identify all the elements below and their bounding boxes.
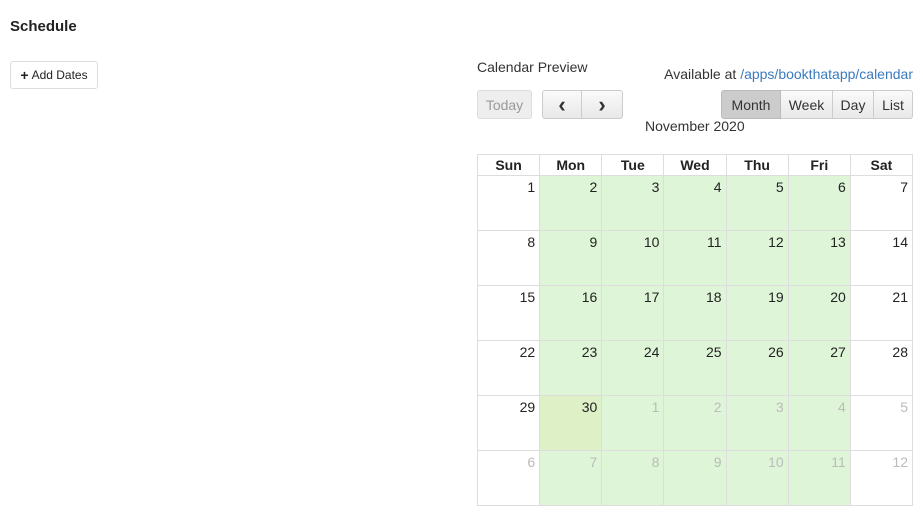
- view-list-button[interactable]: List: [874, 90, 913, 119]
- calendar-day-cell[interactable]: 13: [787, 230, 851, 286]
- calendar-day-cell[interactable]: 4: [787, 395, 851, 451]
- calendar-week-row: 6 7 8 9 10 11 12: [476, 450, 914, 506]
- calendar-day-cell[interactable]: 9: [539, 230, 603, 286]
- calendar-day-cell[interactable]: 18: [663, 285, 727, 341]
- calendar-day-cell[interactable]: 22: [476, 340, 541, 396]
- view-day-button[interactable]: Day: [833, 90, 874, 119]
- view-week-button[interactable]: Week: [781, 90, 833, 119]
- page-title: Schedule: [10, 18, 77, 35]
- calendar-week-row: 8 9 10 11 12 13 14: [476, 230, 914, 286]
- calendar-day-cell[interactable]: 16: [539, 285, 603, 341]
- weekday-header: Sun: [476, 154, 541, 176]
- calendar-day-cell[interactable]: 1: [601, 395, 665, 451]
- calendar-day-cell[interactable]: 7: [849, 175, 914, 231]
- weekday-header: Tue: [601, 154, 665, 176]
- calendar-day-cell[interactable]: 28: [849, 340, 914, 396]
- add-dates-button[interactable]: + Add Dates: [10, 61, 98, 89]
- today-button[interactable]: Today: [477, 90, 532, 119]
- calendar-day-cell[interactable]: 19: [725, 285, 789, 341]
- calendar-day-cell[interactable]: 17: [601, 285, 665, 341]
- calendar-week-row: 29 30 1 2 3 4 5: [476, 395, 914, 451]
- calendar-day-cell[interactable]: 5: [849, 395, 914, 451]
- weekday-header: Fri: [787, 154, 851, 176]
- calendar-day-cell[interactable]: 8: [601, 450, 665, 506]
- calendar-grid: Sun Mon Tue Wed Thu Fri Sat 1 2 3 4 5 6 7 8 9 10 11 12 13 1…: [476, 154, 914, 506]
- calendar-day-cell[interactable]: 12: [725, 230, 789, 286]
- calendar-day-cell[interactable]: 11: [787, 450, 851, 506]
- calendar-day-cell[interactable]: 1: [476, 175, 541, 231]
- calendar-day-cell[interactable]: 8: [476, 230, 541, 286]
- calendar-day-cell[interactable]: 6: [476, 450, 541, 506]
- calendar-day-cell[interactable]: 11: [663, 230, 727, 286]
- calendar-day-cell[interactable]: 10: [601, 230, 665, 286]
- calendar-day-cell[interactable]: 25: [663, 340, 727, 396]
- calendar-day-cell[interactable]: 5: [725, 175, 789, 231]
- weekday-header: Thu: [725, 154, 789, 176]
- calendar-day-cell[interactable]: 3: [725, 395, 789, 451]
- calendar-day-cell[interactable]: 9: [663, 450, 727, 506]
- available-at: Available at /apps/bookthatapp/calendar: [664, 66, 913, 82]
- calendar-day-cell[interactable]: 3: [601, 175, 665, 231]
- calendar-day-cell[interactable]: 12: [849, 450, 914, 506]
- weekday-header: Wed: [663, 154, 727, 176]
- chevron-right-icon: ›: [598, 91, 606, 117]
- calendar-preview-label: Calendar Preview: [477, 59, 588, 75]
- calendar-day-cell[interactable]: 27: [787, 340, 851, 396]
- calendar-link[interactable]: /apps/bookthatapp/calendar: [740, 66, 913, 82]
- prev-button[interactable]: ‹: [542, 90, 582, 119]
- weekday-header: Mon: [539, 154, 603, 176]
- weekday-header: Sat: [849, 154, 914, 176]
- calendar-day-cell[interactable]: 21: [849, 285, 914, 341]
- calendar-day-cell[interactable]: 4: [663, 175, 727, 231]
- chevron-left-icon: ‹: [558, 91, 566, 117]
- plus-icon: +: [20, 67, 29, 83]
- calendar-day-cell[interactable]: 23: [539, 340, 603, 396]
- next-button[interactable]: ›: [582, 90, 623, 119]
- calendar-week-row: 22 23 24 25 26 27 28: [476, 340, 914, 396]
- calendar-day-cell[interactable]: 10: [725, 450, 789, 506]
- month-title: November 2020: [645, 118, 745, 134]
- calendar-day-cell[interactable]: 14: [849, 230, 914, 286]
- view-month-button[interactable]: Month: [721, 90, 781, 119]
- calendar-day-cell[interactable]: 2: [539, 175, 603, 231]
- calendar-day-cell[interactable]: 29: [476, 395, 541, 451]
- calendar-day-cell[interactable]: 6: [787, 175, 851, 231]
- calendar-day-cell[interactable]: 24: [601, 340, 665, 396]
- calendar-week-row: 15 16 17 18 19 20 21: [476, 285, 914, 341]
- calendar-day-cell[interactable]: 26: [725, 340, 789, 396]
- calendar-day-cell[interactable]: 2: [663, 395, 727, 451]
- calendar-day-cell[interactable]: 7: [539, 450, 603, 506]
- calendar-day-cell[interactable]: 30: [539, 395, 603, 451]
- calendar-day-cell[interactable]: 20: [787, 285, 851, 341]
- calendar-day-cell[interactable]: 15: [476, 285, 541, 341]
